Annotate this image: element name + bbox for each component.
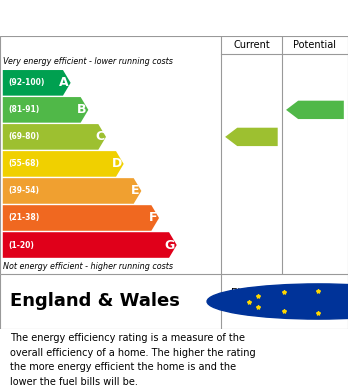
Text: Energy Efficiency Rating: Energy Efficiency Rating	[10, 11, 232, 26]
Circle shape	[207, 284, 348, 319]
Polygon shape	[225, 128, 278, 146]
Text: Very energy efficient - lower running costs: Very energy efficient - lower running co…	[3, 57, 173, 66]
Text: (39-54): (39-54)	[9, 187, 40, 196]
Text: England & Wales: England & Wales	[10, 292, 180, 310]
Polygon shape	[286, 100, 344, 119]
Text: (55-68): (55-68)	[9, 160, 40, 169]
Polygon shape	[3, 124, 106, 150]
Text: 89: 89	[313, 103, 330, 117]
Text: Current: Current	[233, 40, 270, 50]
Text: D: D	[112, 158, 122, 170]
Polygon shape	[3, 232, 177, 258]
Polygon shape	[3, 151, 124, 177]
Polygon shape	[3, 205, 159, 231]
Text: B: B	[77, 103, 87, 117]
Text: G: G	[165, 239, 175, 251]
Text: A: A	[59, 76, 69, 89]
Text: (81-91): (81-91)	[9, 105, 40, 114]
Text: (69-80): (69-80)	[9, 133, 40, 142]
Text: F: F	[149, 212, 157, 224]
Text: EU Directive
2002/91/EC: EU Directive 2002/91/EC	[231, 289, 295, 312]
Text: (21-38): (21-38)	[9, 213, 40, 222]
Text: (92-100): (92-100)	[9, 78, 45, 87]
Text: C: C	[95, 130, 104, 143]
Text: 70: 70	[249, 130, 266, 143]
Text: Potential: Potential	[293, 40, 337, 50]
Text: Not energy efficient - higher running costs: Not energy efficient - higher running co…	[3, 262, 174, 271]
Polygon shape	[3, 70, 71, 96]
Text: E: E	[131, 185, 140, 197]
Text: (1-20): (1-20)	[9, 240, 34, 249]
Polygon shape	[3, 97, 88, 123]
Polygon shape	[3, 178, 141, 204]
Text: The energy efficiency rating is a measure of the
overall efficiency of a home. T: The energy efficiency rating is a measur…	[10, 334, 256, 387]
